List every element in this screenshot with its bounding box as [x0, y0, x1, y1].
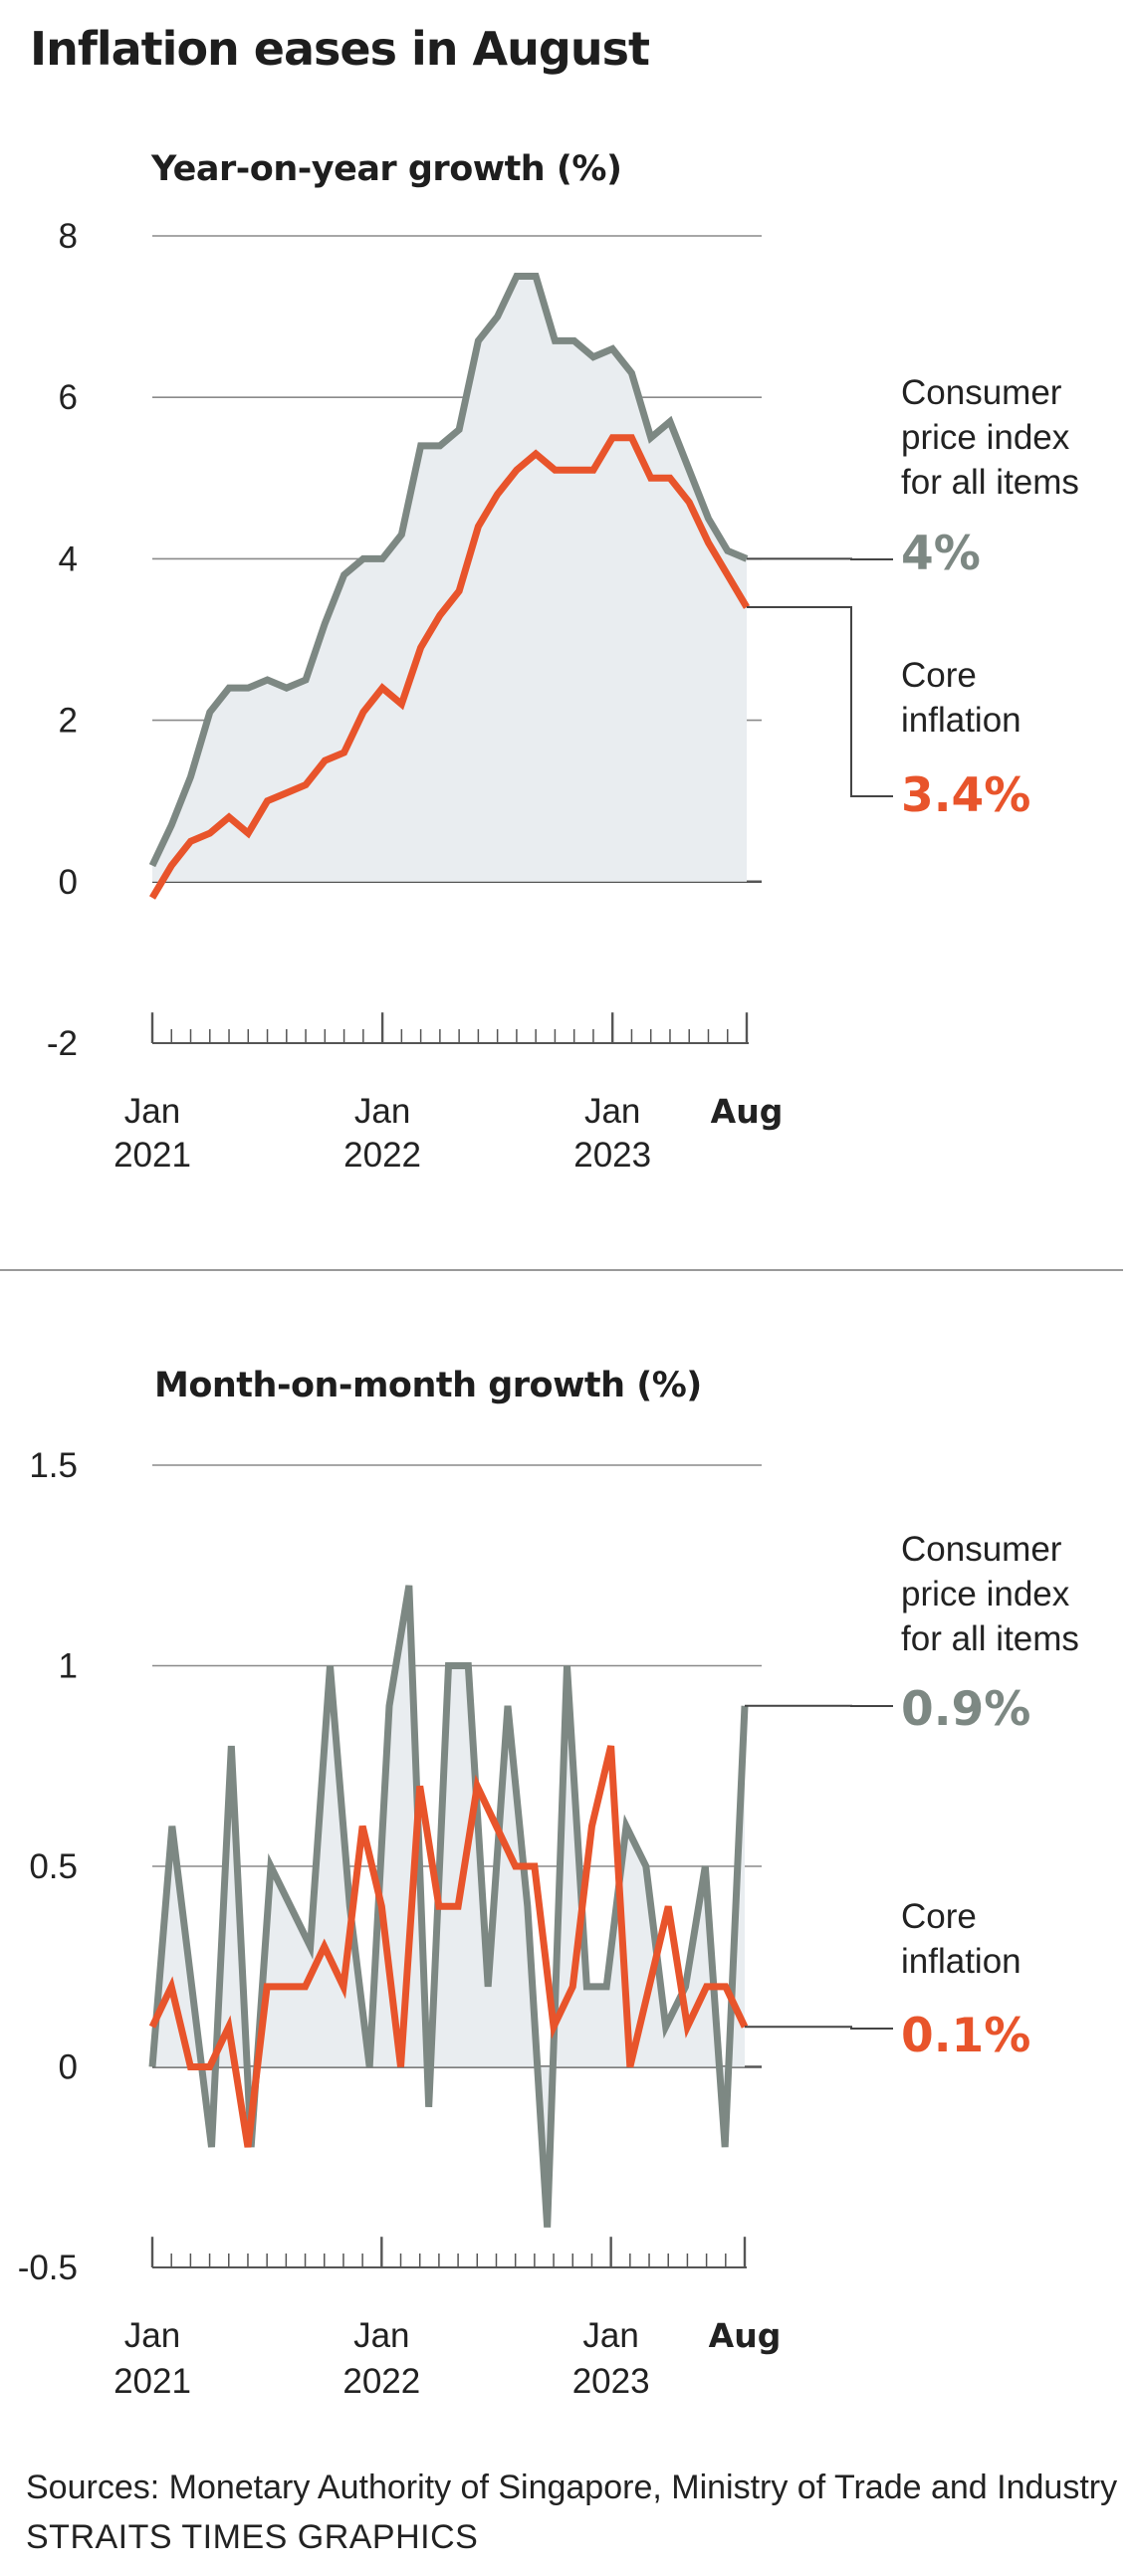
x-tick-label-year: 2023	[572, 2362, 650, 2401]
y-tick-label: 1	[59, 1647, 78, 1686]
core-series-line	[148, 434, 751, 900]
x-tick-label: Jan	[124, 2316, 180, 2355]
cpi-area-fill	[152, 276, 747, 882]
legend-label: Consumer	[901, 373, 1062, 412]
y-tick-label: -2	[47, 1024, 78, 1063]
y-tick-label: 6	[59, 378, 78, 417]
core-series-line	[148, 1745, 749, 2148]
y-tick-label: 0	[59, 2048, 78, 2087]
y-tick-label: -0.5	[18, 2249, 78, 2287]
mom-growth-chart: 1.5 1 0.5 0 -0.5 Jan 2021 Jan 2022 Jan 2023 Aug Cons…	[18, 1446, 1079, 2401]
x-tick-label: Jan	[124, 1092, 180, 1131]
graphics-credit: STRAITS TIMES GRAPHICS	[26, 2518, 479, 2556]
x-tick-label-year: 2021	[114, 1136, 191, 1175]
x-tick-label: Jan	[582, 2316, 638, 2355]
x-tick-label-year: 2022	[342, 2362, 420, 2401]
cpi-series-line	[148, 273, 749, 868]
x-tick-label: Jan	[354, 1092, 410, 1131]
x-tick-label: Jan	[584, 1092, 640, 1131]
x-tick-label-year: 2022	[343, 1136, 421, 1175]
y-tick-label: 0.5	[29, 1847, 78, 1886]
y-tick-label: 1.5	[29, 1446, 78, 1485]
cpi-latest-value: 0.9%	[901, 1682, 1030, 1737]
cpi-latest-value: 4%	[901, 527, 981, 581]
y-tick-label: 8	[59, 217, 78, 256]
legend-label: for all items	[901, 463, 1079, 502]
legend-label: Consumer	[901, 1530, 1062, 1569]
cpi-leader-line	[747, 557, 893, 560]
x-tick-label: Aug	[709, 2316, 782, 2355]
x-tick-label-year: 2021	[114, 2362, 191, 2401]
x-tick-label: Aug	[711, 1092, 784, 1131]
legend-label: inflation	[901, 1942, 1022, 1981]
legend-label: for all items	[901, 1619, 1079, 1658]
legend-label: inflation	[901, 701, 1022, 740]
x-tick-label-year: 2023	[573, 1136, 651, 1175]
x-tick-label: Jan	[353, 2316, 409, 2355]
legend-label: price index	[901, 418, 1070, 457]
legend-label: price index	[901, 1575, 1070, 1613]
y-tick-label: 4	[59, 539, 78, 578]
core-latest-value: 3.4%	[901, 768, 1030, 823]
sources-note: Sources: Monetary Authority of Singapore…	[26, 2469, 1118, 2506]
mom-chart-subtitle: Month-on-month growth (%)	[154, 1366, 702, 1405]
legend-label: Core	[901, 1897, 977, 1936]
y-tick-label: 2	[59, 702, 78, 741]
chart-title: Inflation eases in August	[30, 22, 650, 76]
legend-label: Core	[901, 656, 977, 695]
yoy-growth-chart: 8 6 4 2 0 -2 Jan 2021 Jan 2022 Jan 2023 Aug Consumer p…	[47, 217, 1079, 1175]
core-latest-value: 0.1%	[901, 2009, 1030, 2063]
core-leader-line	[745, 2026, 893, 2030]
y-tick-label: 0	[59, 863, 78, 902]
yoy-chart-subtitle: Year-on-year growth (%)	[151, 149, 622, 189]
core-leader-line	[747, 606, 893, 797]
section-divider	[0, 1269, 1123, 1271]
